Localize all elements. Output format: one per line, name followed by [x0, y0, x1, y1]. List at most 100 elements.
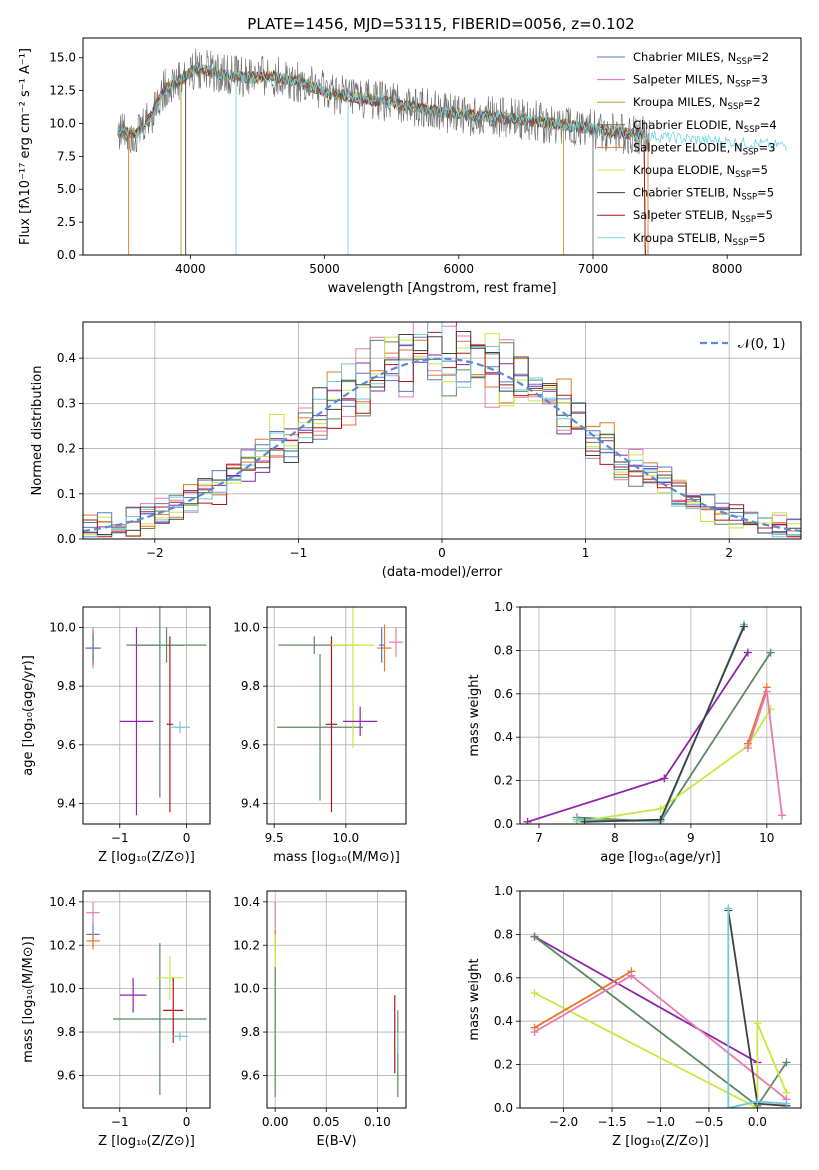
x-tick-label: 0.00 [262, 1115, 289, 1129]
y-tick-label: 10.0 [233, 621, 260, 635]
legend-label: Salpeter STELIB, N [633, 208, 740, 222]
x-tick-label: 4000 [175, 262, 206, 276]
x-tick-label: −1 [111, 1115, 129, 1129]
y-tick-label: 9.6 [57, 1068, 76, 1082]
legend-sub: SSP [728, 102, 744, 112]
y-tick-label: 5.0 [57, 182, 76, 196]
weight-line-teal [576, 624, 745, 823]
x-tick-label: 0.10 [364, 1115, 391, 1129]
x-axis-label: wavelength [Angstrom, rest frame] [328, 281, 557, 296]
normal-curve [83, 357, 801, 533]
y-tick-label: 10.2 [49, 938, 76, 952]
panel-z_mass: −1 0 9.6 9.8 10.0 10.2 10.4 Z [log₁₀(Z/Z⊙)] mass… [21, 890, 211, 1149]
legend-sub: SSP [741, 193, 757, 203]
legend-entry: Chabrier MILES, NSSP=2 [633, 50, 769, 67]
y-tick-label: 9.6 [241, 1068, 260, 1082]
legend-entry: Salpeter ELODIE, NSSP=3 [633, 140, 776, 157]
panel-age_weight: 7 8 9 10 0.0 0.2 0.4 0.6 0.8 1.0 age [log₁₀(age/yr… [467, 600, 802, 865]
legend-sub: SSP [743, 147, 759, 157]
legend-n: =2 [743, 95, 760, 109]
x-tick-label: −1.0 [646, 1115, 675, 1129]
weight-marker [753, 1019, 762, 1028]
figure-title: PLATE=1456, MJD=53115, FIBERID=0056, z=0… [247, 15, 634, 33]
x-tick-label: −2 [146, 546, 164, 560]
y-axis-label: Flux [fλ10⁻¹⁷ erg cm⁻² s⁻¹ A⁻¹] [18, 48, 33, 245]
plot-area [83, 607, 210, 824]
weight-marker [766, 704, 775, 713]
y-tick-label: 0.0 [494, 1101, 513, 1115]
legend: 𝒩(0, 1) [700, 337, 785, 352]
legend-n: =4 [760, 118, 777, 132]
x-tick-label: 0.05 [313, 1115, 340, 1129]
legend-n: =3 [759, 140, 776, 154]
axes-frame [82, 37, 802, 256]
x-tick-label: 0 [183, 831, 191, 845]
legend-entry: Kroupa STELIB, NSSP=5 [633, 231, 765, 248]
y-tick-label: 0.2 [494, 1058, 513, 1072]
weight-marker [743, 648, 752, 657]
weight-marker [762, 687, 771, 696]
x-axis-label: Z [log₁₀(Z/Z⊙)] [98, 850, 195, 865]
legend-label: Kroupa ELODIE, N [633, 163, 735, 177]
panel-z_age: −1 0 9.4 9.6 9.8 10.0 Z [log₁₀(Z/Z⊙)] age [log₁… [21, 606, 211, 865]
y-tick-label: 0.4 [57, 351, 76, 365]
weight-line-purple [534, 935, 758, 1064]
weight-marker [530, 1028, 539, 1037]
y-tick-label: 0.6 [494, 971, 513, 985]
weight-marker [766, 648, 775, 657]
spectrum-salpeter_miles [117, 65, 650, 255]
axes-frame [82, 606, 211, 825]
weight-line-orange [534, 970, 632, 1029]
x-axis-label: age [log₁₀(age/yr)] [600, 850, 721, 865]
y-tick-label: 10.4 [49, 895, 76, 909]
x-tick-label: 0 [183, 1115, 191, 1129]
legend: Chabrier MILES, NSSP=2 Salpeter MILES, NS… [597, 50, 777, 248]
y-tick-label: 0.3 [57, 396, 76, 410]
y-axis-label: mass weight [467, 958, 482, 1040]
y-tick-label: 10.0 [233, 982, 260, 996]
y-tick-label: 9.6 [57, 738, 76, 752]
legend-entry: Kroupa ELODIE, NSSP=5 [633, 163, 768, 180]
plot-area [267, 891, 406, 1108]
legend-entry: Salpeter MILES, NSSP=3 [633, 73, 768, 90]
weight-marker [782, 1058, 791, 1067]
y-axis-label: Normed distribution [30, 366, 45, 496]
weight-marker [724, 1104, 733, 1108]
axes-frame [519, 890, 802, 1109]
legend-sub: SSP [740, 215, 756, 225]
weight-marker [530, 932, 539, 941]
x-tick-label: 5000 [309, 262, 340, 276]
spectrum-kroupa_stelib [117, 62, 787, 153]
weight-line-teal [727, 908, 787, 1108]
spectrum-kroupa_elodie [117, 63, 650, 255]
weight-marker [743, 744, 752, 753]
x-tick-label: 8000 [712, 262, 743, 276]
weight-marker [753, 1097, 762, 1106]
x-tick-label: 1 [582, 546, 590, 560]
plot-area [520, 607, 801, 824]
x-tick-label: 8 [611, 831, 619, 845]
y-tick-label: 9.4 [57, 796, 76, 810]
x-axis-label: Z [log₁₀(Z/Z⊙)] [98, 1134, 195, 1149]
legend-entry: Chabrier STELIB, NSSP=5 [633, 186, 774, 203]
x-tick-label: 2 [725, 546, 733, 560]
x-axis-label: E(B-V) [316, 1134, 356, 1149]
x-axis-label: Z [log₁₀(Z/Z⊙)] [612, 1134, 709, 1149]
y-tick-label: 9.4 [241, 796, 260, 810]
weight-marker [660, 774, 669, 783]
legend-entry: Kroupa MILES, NSSP=2 [633, 95, 760, 112]
axes-frame [266, 890, 407, 1109]
weight-line-yellowgreen [576, 708, 772, 823]
legend-n: =5 [748, 231, 765, 245]
legend-sub: SSP [735, 80, 751, 90]
spectrum-chabrier_elodie [117, 48, 650, 155]
weight-marker [724, 904, 733, 913]
spectrum-salpeter_elodie [117, 62, 650, 255]
weight-marker [580, 817, 589, 824]
x-tick-label: −1.5 [597, 1115, 626, 1129]
weight-marker [627, 971, 636, 980]
y-tick-label: 0.8 [494, 643, 513, 657]
plot-area [83, 891, 210, 1108]
y-tick-label: 0.4 [494, 1014, 513, 1028]
